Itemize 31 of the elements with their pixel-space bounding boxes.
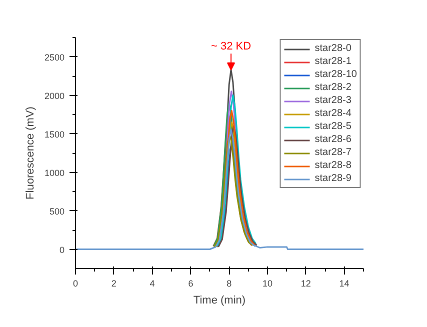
x-tick-label: 12 [300, 278, 311, 288]
y-tick-label: 2000 [44, 90, 65, 101]
x-tick-label: 10 [262, 278, 273, 288]
x-tick-label: 0 [72, 278, 78, 288]
legend-label: star28-7 [314, 147, 352, 158]
legend-label: star28-1 [314, 56, 352, 67]
legend-label: star28-0 [314, 43, 352, 54]
y-tick-label: 500 [49, 206, 65, 216]
legend-label: star28-2 [314, 82, 352, 93]
legend-label: star28-8 [314, 160, 352, 171]
x-tick-label: 8 [226, 278, 232, 288]
line-series [213, 133, 254, 248]
y-tick-label: 0 [59, 244, 65, 255]
y-tick-label: 1000 [44, 168, 65, 178]
legend-label: star28-6 [314, 134, 352, 145]
line-series [223, 110, 256, 246]
x-tick-label: 2 [111, 278, 116, 288]
line-series [76, 129, 364, 250]
y-axis-title: Fluorescence (mV) [24, 106, 36, 200]
x-axis-title: Time (min) [193, 294, 246, 306]
x-tick-label: 14 [339, 278, 350, 288]
x-tick-label: 6 [188, 278, 194, 288]
legend-label: star28-5 [314, 121, 352, 132]
legend-label: star28-3 [314, 95, 352, 106]
y-tick-label: 2500 [44, 52, 65, 62]
x-tick-label: 4 [150, 278, 155, 288]
legend-label: star28-9 [314, 173, 352, 184]
y-tick-label: 1500 [44, 129, 65, 140]
legend-label: star28-10 [314, 69, 357, 80]
legend-label: star28-4 [314, 108, 352, 119]
annotation: ~ 32 KD [210, 40, 252, 53]
